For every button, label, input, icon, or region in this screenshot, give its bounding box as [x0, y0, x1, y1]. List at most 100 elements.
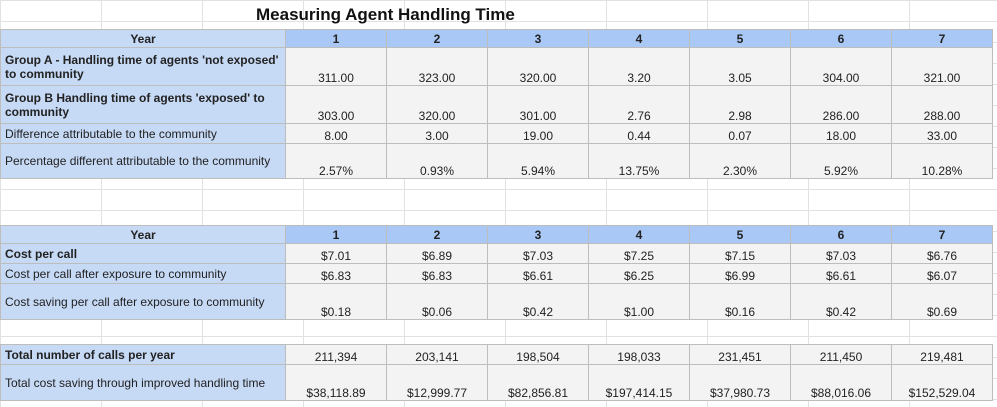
row-label[interactable]: Cost per call after exposure to communit…	[0, 263, 286, 284]
value-cell[interactable]: $0.42	[790, 283, 892, 320]
value-cell[interactable]: 323.00	[386, 47, 488, 86]
table-row: Difference attributable to the community…	[0, 123, 993, 144]
year-cell[interactable]: 4	[588, 29, 690, 48]
row-label[interactable]: Cost per call	[0, 243, 286, 264]
value-cell[interactable]: 198,033	[588, 344, 690, 365]
value-cell[interactable]: $12,999.77	[386, 364, 488, 401]
year-cell[interactable]: 3	[487, 225, 589, 244]
value-cell[interactable]: $38,118.89	[285, 364, 387, 401]
value-cell[interactable]: $197,414.15	[588, 364, 690, 401]
value-cell[interactable]: $37,980.73	[689, 364, 791, 401]
value-cell[interactable]: 13.75%	[588, 143, 690, 179]
value-cell[interactable]: 3.00	[386, 123, 488, 144]
value-cell[interactable]: $7.25	[588, 243, 690, 264]
value-cell[interactable]: 0.44	[588, 123, 690, 144]
year-cell[interactable]: 6	[790, 29, 892, 48]
value-cell[interactable]: $6.07	[891, 263, 993, 284]
value-cell[interactable]: 5.92%	[790, 143, 892, 179]
year-cell[interactable]: 1	[285, 29, 387, 48]
row-label[interactable]: Total number of calls per year	[0, 344, 286, 365]
value-cell[interactable]: $7.03	[790, 243, 892, 264]
value-cell[interactable]: 320.00	[487, 47, 589, 86]
value-cell[interactable]: 10.28%	[891, 143, 993, 179]
value-cell[interactable]: 231,451	[689, 344, 791, 365]
value-cell[interactable]: 311.00	[285, 47, 387, 86]
value-cell[interactable]: $88,016.06	[790, 364, 892, 401]
year-header-label: Year	[0, 225, 286, 244]
year-cell[interactable]: 7	[891, 29, 993, 48]
table-row: Total cost saving through improved handl…	[0, 364, 993, 401]
year-cell[interactable]: 2	[386, 225, 488, 244]
value-cell[interactable]: 219,481	[891, 344, 993, 365]
value-cell[interactable]: 198,504	[487, 344, 589, 365]
value-cell[interactable]: 33.00	[891, 123, 993, 144]
year-cell[interactable]: 3	[487, 29, 589, 48]
value-cell[interactable]: 303.00	[285, 85, 387, 124]
value-cell[interactable]: 2.76	[588, 85, 690, 124]
value-cell[interactable]: 301.00	[487, 85, 589, 124]
value-cell[interactable]: 3.20	[588, 47, 690, 86]
year-cell[interactable]: 2	[386, 29, 488, 48]
row-label[interactable]: Total cost saving through improved handl…	[0, 364, 286, 401]
value-cell[interactable]: $0.69	[891, 283, 993, 320]
value-cell[interactable]: $6.25	[588, 263, 690, 284]
value-cell[interactable]: $6.89	[386, 243, 488, 264]
table-row: Cost per call $7.01 $6.89 $7.03 $7.25 $7.15 $7…	[0, 243, 993, 264]
value-cell[interactable]: $7.03	[487, 243, 589, 264]
value-cell[interactable]: 211,450	[790, 344, 892, 365]
value-cell[interactable]: $0.06	[386, 283, 488, 320]
value-cell[interactable]: 286.00	[790, 85, 892, 124]
value-cell[interactable]: $152,529.04	[891, 364, 993, 401]
year-cell[interactable]: 7	[891, 225, 993, 244]
value-cell[interactable]: $6.99	[689, 263, 791, 284]
value-cell[interactable]: 2.98	[689, 85, 791, 124]
value-cell[interactable]: 321.00	[891, 47, 993, 86]
value-cell[interactable]: $6.61	[487, 263, 589, 284]
sheet-title: Measuring Agent Handling Time	[256, 5, 515, 24]
value-cell[interactable]: $0.42	[487, 283, 589, 320]
table-row: Group B Handling time of agents 'exposed…	[0, 85, 993, 124]
value-cell[interactable]: 19.00	[487, 123, 589, 144]
row-label[interactable]: Group B Handling time of agents 'exposed…	[0, 85, 286, 124]
value-cell[interactable]: $0.18	[285, 283, 387, 320]
value-cell[interactable]: 203,141	[386, 344, 488, 365]
value-cell[interactable]: 3.05	[689, 47, 791, 86]
row-label[interactable]: Percentage different attributable to the…	[0, 143, 286, 179]
value-cell[interactable]: 2.57%	[285, 143, 387, 179]
value-cell[interactable]: $0.16	[689, 283, 791, 320]
year-cell[interactable]: 1	[285, 225, 387, 244]
value-cell[interactable]: 8.00	[285, 123, 387, 144]
value-cell[interactable]: 288.00	[891, 85, 993, 124]
value-cell[interactable]: $6.61	[790, 263, 892, 284]
value-cell[interactable]: $6.76	[891, 243, 993, 264]
value-cell[interactable]: 320.00	[386, 85, 488, 124]
year-cell[interactable]: 5	[689, 29, 791, 48]
year-cell[interactable]: 6	[790, 225, 892, 244]
value-cell[interactable]: 0.07	[689, 123, 791, 144]
value-cell[interactable]: 5.94%	[487, 143, 589, 179]
value-cell[interactable]: 211,394	[285, 344, 387, 365]
cost-per-call-table: Year 1 2 3 4 5 6 7 Cost per call $7.01 $6.…	[0, 225, 993, 320]
year-header-label: Year	[0, 29, 286, 48]
value-cell[interactable]: $1.00	[588, 283, 690, 320]
value-cell[interactable]: $7.15	[689, 243, 791, 264]
row-label[interactable]: Group A - Handling time of agents 'not e…	[0, 47, 286, 86]
table-row: Cost saving per call after exposure to c…	[0, 283, 993, 320]
year-header-row: Year 1 2 3 4 5 6 7	[0, 29, 993, 48]
table-row: Percentage different attributable to the…	[0, 143, 993, 179]
handling-time-table: Year 1 2 3 4 5 6 7 Group A - Handling ti…	[0, 29, 993, 179]
value-cell[interactable]: $7.01	[285, 243, 387, 264]
row-label[interactable]: Difference attributable to the community	[0, 123, 286, 144]
value-cell[interactable]: $6.83	[386, 263, 488, 284]
year-cell[interactable]: 5	[689, 225, 791, 244]
value-cell[interactable]: 18.00	[790, 123, 892, 144]
total-savings-table: Total number of calls per year 211,394 203…	[0, 344, 993, 401]
year-cell[interactable]: 4	[588, 225, 690, 244]
row-label[interactable]: Cost saving per call after exposure to c…	[0, 283, 286, 320]
table-row: Total number of calls per year 211,394 203…	[0, 344, 993, 365]
value-cell[interactable]: 2.30%	[689, 143, 791, 179]
value-cell[interactable]: $6.83	[285, 263, 387, 284]
value-cell[interactable]: 304.00	[790, 47, 892, 86]
value-cell[interactable]: 0.93%	[386, 143, 488, 179]
value-cell[interactable]: $82,856.81	[487, 364, 589, 401]
